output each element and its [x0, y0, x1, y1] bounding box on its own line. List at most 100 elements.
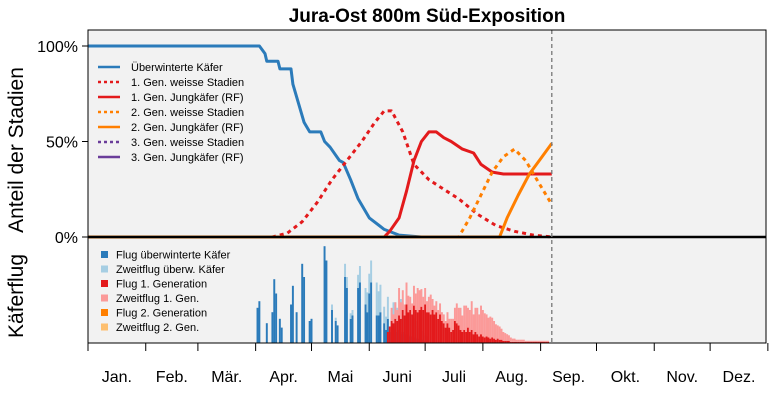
second-flight-bar-gen1-82: [539, 340, 542, 342]
flight-bar-gen1-54: [487, 337, 490, 343]
second-flight-bar-gen1-16: [416, 288, 419, 313]
flight-bar-gen1-7: [399, 318, 402, 343]
second-flight-bar-gen1-36: [453, 307, 456, 321]
flight-bar-gen1-8: [401, 310, 404, 343]
flight-bar-overwintered-14: [310, 318, 313, 343]
series-line-2: [88, 130, 552, 239]
legend-label-0: Überwinterte Käfer: [131, 62, 223, 74]
flight-bar-gen1-15: [414, 310, 417, 343]
flight-bar-gen1-29: [440, 321, 443, 343]
flight-bar-gen1-44: [468, 332, 471, 343]
flight-bar-overwintered-33: [383, 323, 386, 343]
flight-bar-gen1-10: [405, 304, 408, 343]
second-flight-bar-overwintered-18: [334, 317, 337, 321]
second-flight-bar-gen1-27: [437, 310, 440, 319]
flight-bar-overwintered-24: [357, 288, 360, 343]
flight-bar-overwintered-23: [351, 315, 354, 343]
flight-bar-gen1-57: [493, 338, 496, 343]
flight-bar-overwintered-30: [375, 315, 378, 343]
second-flight-bar-gen1-22: [427, 296, 430, 313]
flight-bar-overwintered-31: [377, 315, 380, 343]
plot-background: [88, 30, 766, 343]
second-flight-bar-gen1-31: [444, 321, 447, 328]
flight-bar-gen1-0: [386, 332, 389, 343]
flight-bar-overwintered-12: [303, 277, 306, 343]
flight-bar-overwintered-26: [364, 304, 367, 343]
flight-legend-swatch-5: [101, 323, 108, 331]
flight-bar-gen1-42: [465, 332, 468, 343]
second-flight-bar-gen1-7: [399, 302, 402, 319]
second-flight-bar-overwintered-29: [370, 260, 373, 283]
flight-bar-gen1-85: [545, 341, 548, 343]
flight-bar-gen1-12: [409, 310, 412, 343]
flight-bar-gen1-17: [418, 310, 421, 343]
flight-legend-label-5: Zweitflug 2. Gen.: [116, 322, 199, 334]
flight-bar-gen1-62: [502, 340, 505, 343]
flight-bar-overwintered-16: [325, 260, 328, 343]
second-flight-bar-gen1-4: [394, 302, 397, 319]
flight-bar-overwintered-9: [291, 285, 294, 343]
second-flight-bar-gen1-28: [439, 303, 442, 315]
flight-bar-overwintered-32: [379, 312, 382, 343]
second-flight-bar-gen1-40: [461, 315, 464, 332]
y-tick-label-1: 50%: [46, 135, 78, 152]
flight-bar-gen1-71: [519, 341, 522, 343]
month-label-10: Nov.: [666, 369, 698, 386]
second-flight-bar-gen1-2: [390, 307, 393, 321]
month-label-2: Mär.: [211, 369, 242, 386]
second-flight-bar-gen1-71: [519, 339, 522, 342]
flight-bar-gen1-50: [480, 334, 482, 343]
flight-bar-overwintered-21: [345, 288, 348, 343]
flight-bar-overwintered-3: [271, 312, 274, 343]
flight-bar-gen1-76: [528, 341, 531, 343]
second-flight-bar-gen1-63: [504, 333, 507, 341]
second-flight-bar-gen1-43: [467, 307, 469, 328]
flight-bar-gen1-45: [470, 329, 473, 343]
flight-bar-gen1-51: [481, 336, 484, 343]
flight-bar-gen1-80: [535, 341, 538, 343]
second-flight-bar-gen1-35: [452, 318, 455, 330]
second-flight-bar-gen1-39: [459, 307, 462, 330]
flight-bar-gen1-49: [478, 336, 481, 343]
flight-bar-gen1-67: [511, 341, 514, 343]
flight-bar-gen1-46: [472, 334, 475, 343]
flight-bar-gen1-55: [489, 338, 492, 343]
flight-legend-swatch-4: [101, 309, 108, 316]
month-label-1: Feb.: [156, 369, 188, 386]
second-flight-bar-gen1-44: [468, 310, 471, 332]
flight-bar-gen1-77: [530, 341, 533, 343]
y-axis-label-top: Anteil der Stadien: [5, 67, 28, 233]
second-flight-bar-gen1-19: [422, 296, 425, 310]
flight-bar-overwintered-1: [258, 301, 261, 343]
flight-bar-gen1-74: [524, 341, 527, 343]
y-axis: 100% 50% 0%: [37, 39, 88, 247]
second-flight-bar-overwintered-24: [357, 274, 360, 288]
flight-bar-gen1-83: [541, 341, 544, 343]
flight-bar-gen1-47: [474, 332, 477, 343]
second-flight-bar-overwintered-27: [366, 292, 369, 313]
flight-bar-gen1-40: [461, 332, 464, 343]
flight-bar-overwintered-28: [368, 293, 371, 343]
second-flight-bar-gen1-69: [515, 339, 518, 342]
second-flight-bar-overwintered-31: [377, 291, 380, 316]
second-flight-bar-gen1-75: [526, 340, 529, 342]
flight-bar-gen1-14: [412, 305, 415, 343]
legend-label-1: 1. Gen. weisse Stadien: [131, 77, 244, 89]
month-label-5: Juni: [383, 369, 412, 386]
flight-bar-overwintered-10: [295, 312, 298, 343]
flight-bar-gen1-48: [476, 334, 479, 343]
second-flight-bar-gen1-47: [474, 307, 477, 332]
second-flight-bar-gen1-54: [487, 317, 490, 338]
second-flight-bar-gen1-66: [509, 337, 512, 342]
flight-bar-gen1-68: [513, 341, 516, 343]
flight-bar-gen1-63: [504, 340, 507, 343]
second-flight-bar-gen1-17: [418, 290, 421, 310]
flight-bars: [256, 246, 550, 343]
second-flight-bar-gen1-73: [522, 339, 525, 342]
second-flight-bar-overwintered-21: [345, 277, 348, 288]
second-flight-bar-gen1-77: [530, 340, 533, 342]
flight-legend-label-3: Zweitflug 1. Gen.: [116, 293, 199, 305]
flight-bar-overwintered-11: [301, 263, 304, 343]
x-axis: Jan. Feb. Mär. Apr. Mai Juni Juli Aug. Sep. Okt. N…: [87, 343, 769, 386]
flight-bar-overwintered-0: [256, 307, 259, 343]
